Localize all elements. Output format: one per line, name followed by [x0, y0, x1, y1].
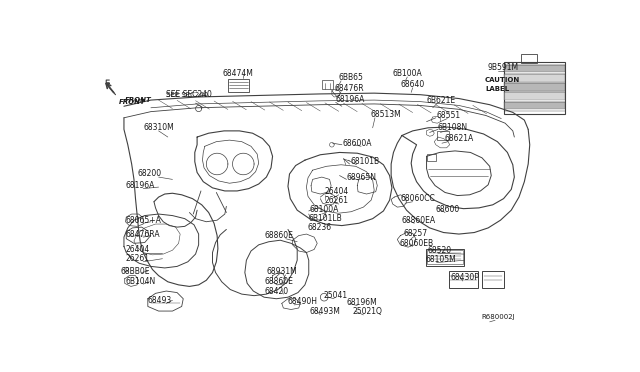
Text: 68493: 68493 — [148, 296, 172, 305]
Text: SEE SEC240: SEE SEC240 — [166, 90, 212, 99]
Text: 68640: 68640 — [401, 80, 424, 89]
Text: 68860E: 68860E — [265, 277, 294, 286]
Text: 68236: 68236 — [307, 224, 332, 232]
Text: CAUTION: CAUTION — [485, 77, 520, 83]
Bar — [504, 65, 565, 73]
Text: 68060CC: 68060CC — [401, 194, 435, 203]
Text: 26404: 26404 — [324, 187, 348, 196]
Text: 68600A: 68600A — [342, 139, 372, 148]
Bar — [504, 74, 565, 81]
Text: 68200: 68200 — [137, 170, 161, 179]
Text: 68476RA: 68476RA — [125, 230, 160, 238]
Text: 25041: 25041 — [323, 291, 348, 300]
Text: 9B591M: 9B591M — [488, 63, 518, 72]
Text: 68420: 68420 — [264, 286, 288, 295]
Text: 68965N: 68965N — [346, 173, 376, 182]
Text: 68931M: 68931M — [266, 267, 297, 276]
Bar — [437, 131, 449, 140]
Text: 68196M: 68196M — [346, 298, 377, 307]
Text: FRONT: FRONT — [118, 99, 145, 105]
Text: 26404: 26404 — [125, 245, 150, 254]
Bar — [449, 271, 478, 288]
Text: LABEL: LABEL — [485, 86, 509, 92]
Text: 68BB0E: 68BB0E — [120, 266, 150, 276]
Text: 68860E: 68860E — [265, 231, 294, 240]
Bar — [504, 92, 565, 100]
Text: 68490H: 68490H — [287, 296, 317, 305]
Bar — [427, 154, 436, 161]
Bar — [504, 102, 565, 109]
Bar — [504, 83, 565, 91]
Bar — [322, 80, 333, 89]
Bar — [482, 271, 504, 288]
Text: 6B621E: 6B621E — [427, 96, 456, 105]
Text: 68600: 68600 — [436, 205, 460, 214]
Text: 68476R: 68476R — [335, 84, 365, 93]
Bar — [426, 249, 464, 266]
Text: 6B108N: 6B108N — [437, 122, 467, 132]
Text: 68551: 68551 — [436, 111, 461, 120]
Bar — [428, 250, 463, 264]
Text: 68474M: 68474M — [223, 70, 253, 78]
Text: 68493M: 68493M — [310, 307, 340, 316]
Text: FRONT: FRONT — [125, 97, 152, 103]
Text: 26261: 26261 — [324, 196, 348, 205]
Bar — [228, 78, 250, 92]
Text: 68101B: 68101B — [350, 157, 380, 166]
Text: 68065+A: 68065+A — [125, 216, 161, 225]
Text: 6BB65: 6BB65 — [338, 73, 363, 82]
Text: 25021Q: 25021Q — [353, 307, 383, 316]
Text: SEE SEC240: SEE SEC240 — [166, 92, 209, 98]
Text: 6B100A: 6B100A — [393, 70, 422, 78]
Text: 6B104N: 6B104N — [125, 276, 156, 286]
Text: 68520: 68520 — [428, 246, 451, 255]
Text: 68621A: 68621A — [444, 134, 474, 143]
Text: R680002J: R680002J — [481, 314, 515, 320]
Text: 68196A: 68196A — [125, 181, 155, 190]
Text: 68310M: 68310M — [143, 123, 174, 132]
Bar — [504, 62, 565, 114]
Text: 68430P: 68430P — [451, 273, 479, 282]
Text: 68060EB: 68060EB — [399, 239, 434, 248]
Text: 68105M: 68105M — [426, 255, 456, 264]
Text: 26261: 26261 — [125, 254, 150, 263]
Text: 6B101LB: 6B101LB — [308, 214, 342, 223]
Text: 68196A: 68196A — [336, 95, 365, 104]
Bar — [520, 54, 538, 63]
Text: 68257: 68257 — [403, 229, 428, 238]
Text: 68513M: 68513M — [371, 110, 401, 119]
Text: 68860EA: 68860EA — [402, 216, 436, 225]
Text: 68100A: 68100A — [310, 205, 339, 214]
